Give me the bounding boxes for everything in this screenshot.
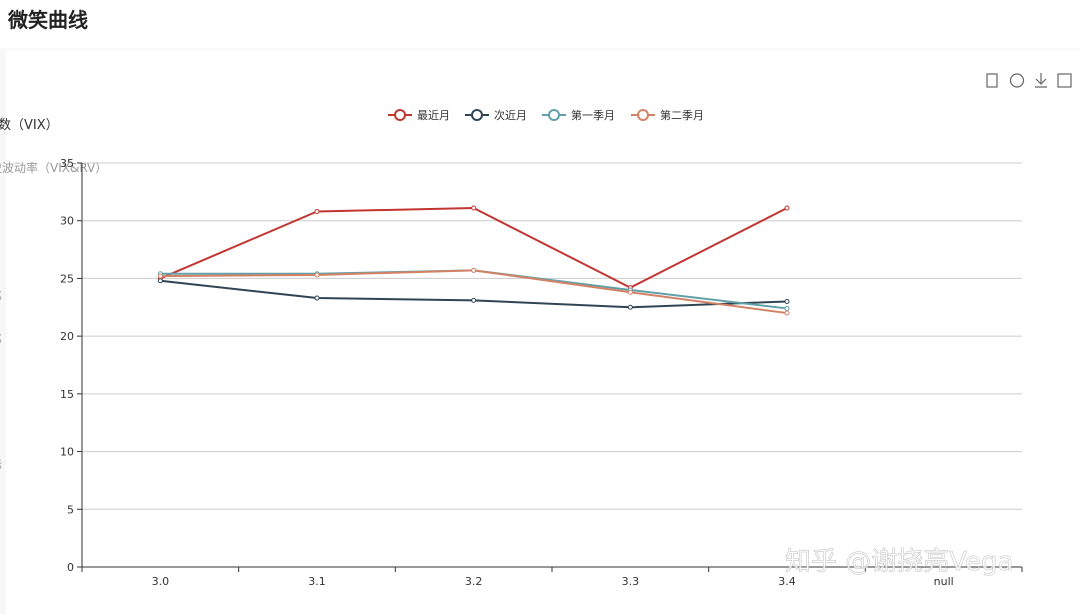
- sidebar-item: 比: [0, 288, 2, 302]
- y-tick-label: 30: [60, 215, 74, 228]
- data-view-icon[interactable]: [986, 73, 998, 88]
- card: [6, 50, 1080, 614]
- sidebar-item: 数（VIX）: [0, 118, 59, 133]
- y-tick-label: 10: [60, 446, 74, 459]
- legend-symbol: [548, 109, 560, 121]
- x-tick-label: null: [934, 575, 954, 588]
- sidebar-item: 史波动率（VIX&RV）: [0, 160, 107, 175]
- point: [314, 272, 320, 278]
- x-tick-label: 3.4: [778, 575, 796, 588]
- y-tick-label: 25: [60, 272, 74, 285]
- x-tick-label: 3.3: [622, 575, 640, 588]
- legend-label: 第一季月: [571, 108, 615, 122]
- point: [784, 205, 790, 211]
- point: [471, 297, 477, 303]
- point: [784, 305, 790, 311]
- legend-label: 第二季月: [660, 108, 704, 122]
- point: [627, 304, 633, 310]
- legend-symbol: [471, 109, 483, 121]
- x-tick-label: 3.0: [152, 575, 170, 588]
- point: [471, 267, 477, 273]
- restore-icon[interactable]: [1009, 73, 1025, 88]
- point: [471, 205, 477, 211]
- point: [157, 278, 163, 284]
- y-tick-label: 35: [60, 157, 74, 170]
- toolbox[interactable]: [986, 73, 1072, 88]
- legend-label: 最近月: [417, 109, 450, 122]
- point: [314, 295, 320, 301]
- point: [627, 289, 633, 295]
- point: [157, 273, 163, 279]
- download-icon[interactable]: [1035, 73, 1047, 88]
- legend-label: 次近月: [494, 108, 527, 122]
- image-icon[interactable]: [1057, 73, 1072, 88]
- point: [784, 310, 790, 316]
- y-tick-label: 15: [60, 388, 74, 401]
- sidebar-item: 比: [0, 331, 2, 345]
- y-tick-label: 20: [60, 330, 74, 343]
- watermark: 知乎 @谢挠亮Vega: [785, 547, 1013, 577]
- legend-symbol: [637, 109, 649, 121]
- y-tick-label: 0: [67, 561, 74, 574]
- y-tick-label: 5: [67, 503, 74, 516]
- x-tick-label: 3.2: [465, 575, 483, 588]
- point: [784, 299, 790, 305]
- page-title: 微笑曲线: [7, 8, 88, 32]
- header-bg: [0, 0, 1080, 48]
- point: [314, 208, 320, 214]
- sidebar-item: 标: [0, 458, 2, 472]
- legend-symbol: [394, 109, 406, 121]
- x-tick-label: 3.1: [308, 575, 326, 588]
